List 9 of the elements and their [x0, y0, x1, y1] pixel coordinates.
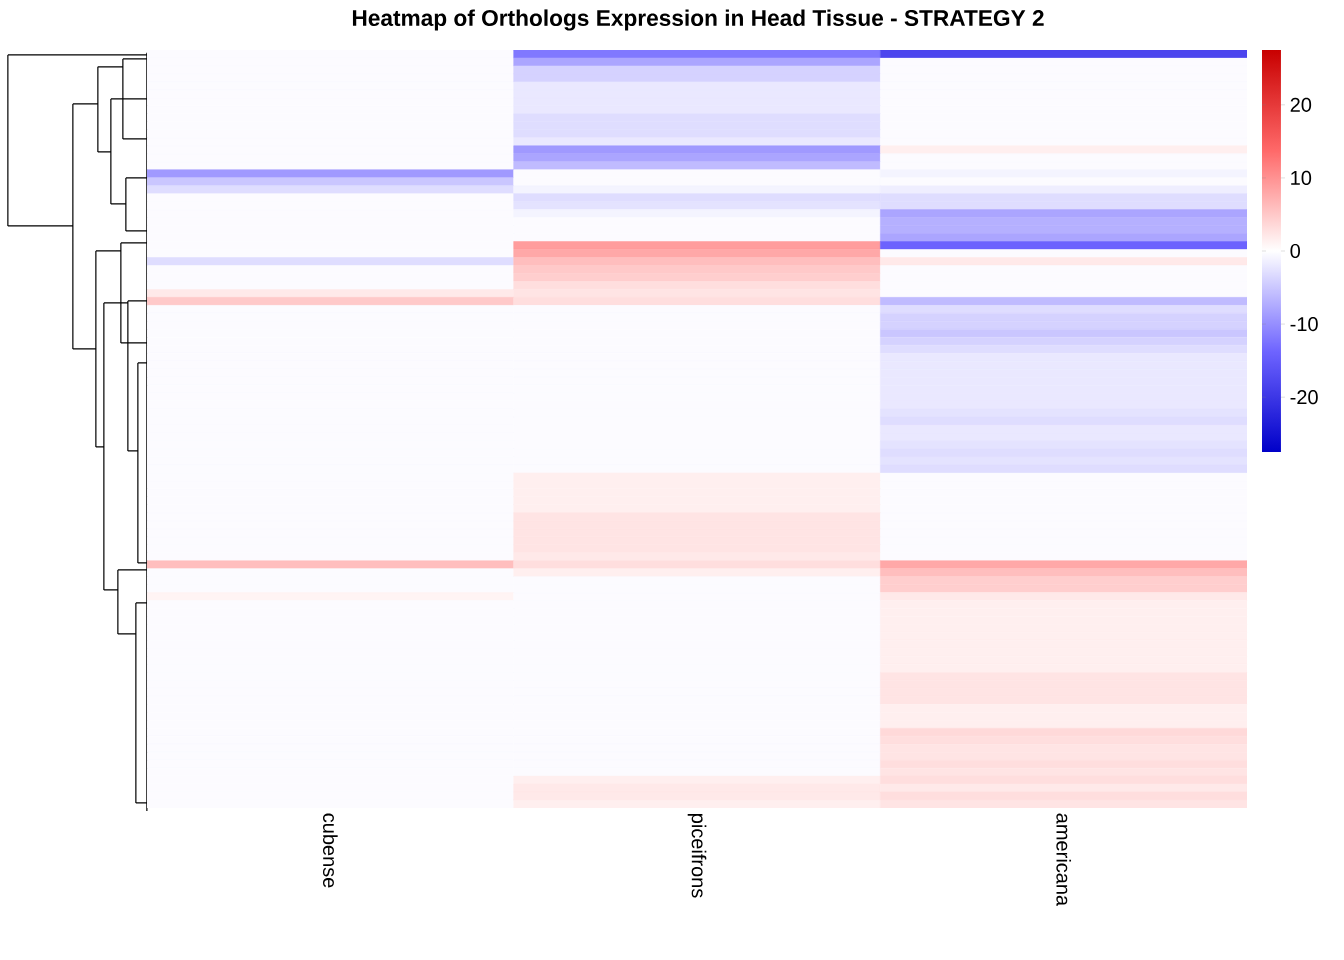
chart-title: Heatmap of Orthologs Expression in Head Tissue - STRATEGY 2 [352, 9, 1044, 31]
color-bar-label: 20 [1290, 97, 1312, 112]
x-tick-label: piceifrons [687, 814, 707, 898]
color-bar-label: -20 [1290, 390, 1318, 405]
x-tick-label: americana [1056, 813, 1072, 907]
x-tick-label: cubense [323, 813, 338, 888]
color-bar-label: 10 [1291, 170, 1312, 185]
color-bar-label: -10 [1290, 317, 1318, 332]
color-bar-label: 0 [1290, 243, 1301, 259]
